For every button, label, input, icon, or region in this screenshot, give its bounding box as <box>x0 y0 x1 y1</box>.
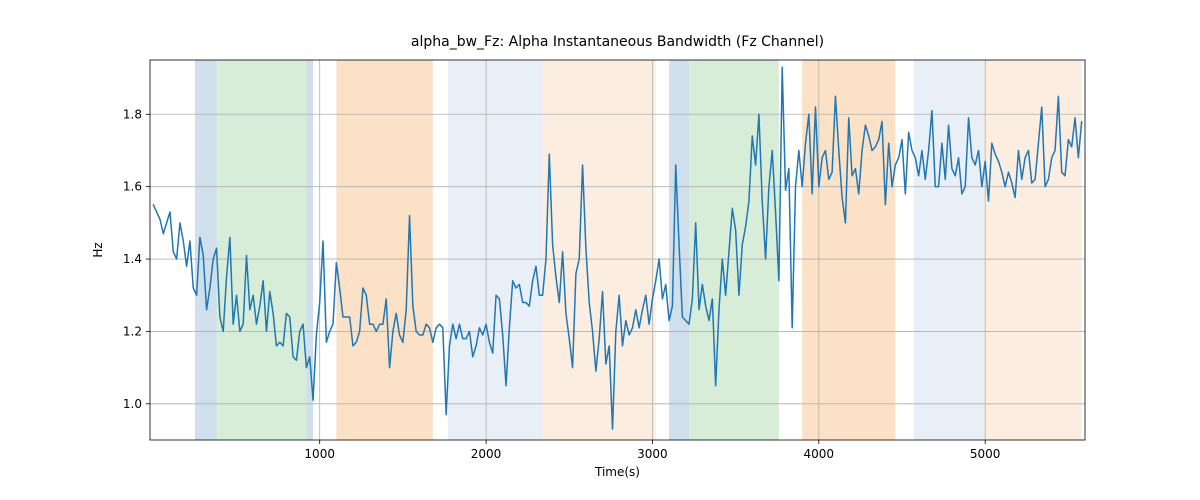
svg-text:1.6: 1.6 <box>123 180 142 194</box>
line-chart: alpha_bw_Fz: Alpha Instantaneous Bandwid… <box>0 0 1200 500</box>
x-ticks: 1000 2000 3000 4000 5000 <box>304 440 1000 461</box>
svg-text:5000: 5000 <box>970 447 1001 461</box>
svg-text:1.2: 1.2 <box>123 324 142 338</box>
svg-text:1.8: 1.8 <box>123 107 142 121</box>
chart-container: alpha_bw_Fz: Alpha Instantaneous Bandwid… <box>0 0 1200 500</box>
svg-text:1.0: 1.0 <box>123 397 142 411</box>
svg-text:3000: 3000 <box>637 447 668 461</box>
svg-text:1.4: 1.4 <box>123 252 142 266</box>
y-ticks: 1.0 1.2 1.4 1.6 1.8 <box>123 107 150 411</box>
chart-title: alpha_bw_Fz: Alpha Instantaneous Bandwid… <box>411 34 824 50</box>
svg-text:2000: 2000 <box>471 447 502 461</box>
svg-text:1000: 1000 <box>304 447 335 461</box>
x-axis-label: Time(s) <box>594 465 640 479</box>
y-axis-label: Hz <box>91 242 105 257</box>
svg-text:4000: 4000 <box>804 447 835 461</box>
